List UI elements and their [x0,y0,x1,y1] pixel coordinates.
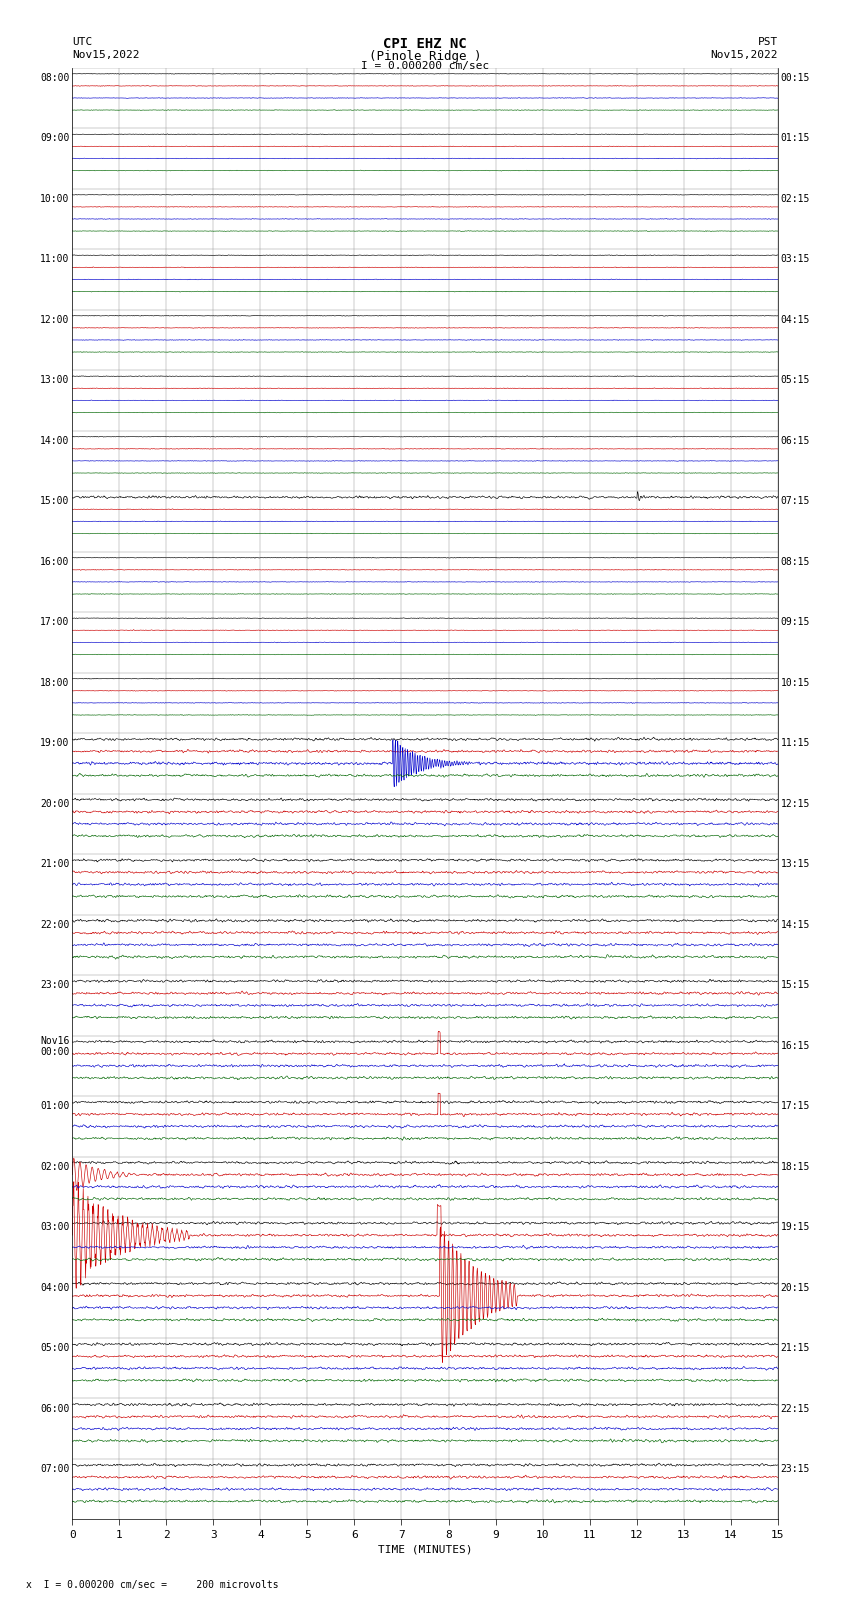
Text: Nov15,2022: Nov15,2022 [711,50,778,60]
Text: I = 0.000200 cm/sec: I = 0.000200 cm/sec [361,61,489,71]
Text: Nov15,2022: Nov15,2022 [72,50,139,60]
Text: (Pinole Ridge ): (Pinole Ridge ) [369,50,481,63]
X-axis label: TIME (MINUTES): TIME (MINUTES) [377,1544,473,1553]
Text: PST: PST [757,37,778,47]
Text: UTC: UTC [72,37,93,47]
Text: x  I = 0.000200 cm/sec =     200 microvolts: x I = 0.000200 cm/sec = 200 microvolts [26,1581,278,1590]
Text: CPI EHZ NC: CPI EHZ NC [383,37,467,52]
